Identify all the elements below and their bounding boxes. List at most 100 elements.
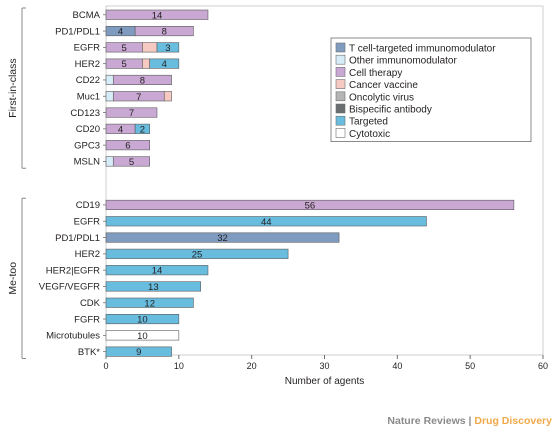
bar-row: 25: [105, 248, 289, 260]
bar-value-label: 3: [165, 43, 170, 54]
category-label: HER2: [75, 249, 100, 260]
category-label: CD19: [76, 200, 100, 211]
bar-value-label: 5: [122, 59, 127, 70]
x-tick-label: 40: [392, 361, 402, 371]
legend-label: Cytotoxic: [349, 129, 390, 140]
bar-segment-other: [105, 91, 114, 102]
legend-label: Oncolytic virus: [349, 92, 414, 103]
x-axis-title: Number of agents: [285, 376, 365, 387]
bar-row: 7: [105, 91, 172, 103]
legend-item: Oncolytic virus: [335, 91, 414, 103]
bar-segment-cell: [134, 25, 194, 37]
category-label: FGFR: [74, 314, 100, 325]
bar-value-label: 2: [140, 124, 145, 135]
category-label: EGFR: [74, 43, 101, 54]
bar-value-label: 8: [162, 27, 167, 38]
legend-label: Bispecific antibody: [349, 105, 432, 116]
bar-value-label: 4: [118, 124, 123, 135]
category-label: CD22: [76, 75, 100, 86]
legend-item: Bispecific antibody: [335, 103, 432, 116]
group-label: Me-too: [7, 262, 19, 295]
x-tick-label: 50: [465, 361, 475, 371]
legend-swatch: [335, 128, 346, 138]
bar-row: 10: [105, 313, 180, 326]
credit-section: Drug Discovery: [474, 415, 552, 427]
bar-segment-targeted: [156, 42, 180, 53]
bar-row: 32: [105, 232, 340, 244]
legend-item: Cancer vaccine: [335, 79, 418, 91]
bar-value-label: 32: [217, 233, 228, 244]
x-tick-label: 0: [103, 361, 108, 371]
bar-segment-vaccine: [163, 91, 172, 102]
bar-row: 14: [105, 9, 209, 21]
legend-label: Targeted: [349, 117, 388, 128]
legend-item: Other immunomodulator: [335, 54, 457, 67]
bar-row: 44: [105, 216, 427, 228]
legend-item: Cell therapy: [335, 67, 402, 79]
x-axis: 0 10 20 30 40 50 60: [103, 355, 548, 371]
bar-row: 12: [105, 297, 194, 309]
bar-row: 8: [105, 74, 172, 87]
x-tick-label: 30: [319, 361, 329, 371]
legend-item: T cell-targeted immunomodulator: [335, 42, 496, 55]
legend-swatch: [335, 54, 346, 65]
legend-swatch: [335, 42, 346, 53]
category-label: CD20: [76, 124, 100, 135]
bar-value-label: 10: [137, 315, 148, 326]
legend-item: Targeted: [335, 115, 388, 128]
bar-value-label: 10: [137, 331, 148, 342]
legend-label: Other immunomodulator: [349, 56, 457, 67]
bar-value-label: 13: [148, 282, 159, 293]
bar-segment-cell: [112, 156, 151, 167]
bar-value-label: 8: [140, 76, 145, 87]
bar-segment-other: [105, 156, 114, 167]
bar-value-label: 44: [261, 217, 272, 228]
bar-value-label: 4: [162, 59, 167, 70]
group-labels: First-in-class Me-too: [7, 7, 26, 359]
category-label: CD123: [70, 108, 100, 119]
category-label: GPC3: [74, 140, 100, 151]
bar-value-label: 5: [129, 157, 134, 168]
bar-row: 10: [105, 330, 180, 342]
bar-value-label: 4: [118, 27, 123, 38]
x-tick-label: 60: [538, 361, 548, 371]
category-label: EGFR: [74, 217, 101, 228]
publication-credit: Nature Reviews | Drug Discovery: [387, 415, 552, 427]
category-label: HER2|EGFR: [46, 265, 100, 276]
category-label: Microtubules: [46, 331, 100, 342]
legend-swatch: [335, 67, 346, 77]
category-label: PD1/PDL1: [55, 26, 100, 37]
legend-swatch: [335, 79, 346, 89]
category-labels: BCMA PD1/PDL1 EGFR HER2 CD22 Muc1 CD123 CD20 GPC…: [39, 10, 106, 358]
category-label: MSLN: [74, 157, 101, 168]
bar-value-label: 25: [192, 249, 203, 260]
x-tick-label: 10: [174, 361, 184, 371]
bar-row: 56: [105, 199, 515, 212]
legend-swatch: [335, 115, 346, 126]
bar-row: 14: [105, 265, 209, 277]
bar-value-label: 6: [125, 141, 130, 152]
bar-value-label: 14: [152, 266, 163, 277]
bar-value-label: 56: [305, 201, 316, 212]
bar-value-label: 5: [122, 43, 127, 54]
bar-segment-other: [105, 74, 114, 85]
category-label: BCMA: [73, 10, 101, 21]
group-label: First-in-class: [7, 58, 19, 118]
legend-label: Cancer vaccine: [349, 80, 418, 91]
legend-swatch: [335, 91, 346, 102]
legend-box: [330, 37, 532, 142]
category-label: Muc1: [77, 92, 100, 103]
legend-label: T cell-targeted immunomodulator: [349, 44, 496, 55]
credit-separator: |: [466, 415, 475, 427]
category-label: PD1/PDL1: [55, 233, 100, 244]
bar-value-label: 12: [144, 298, 155, 309]
category-label: CDK: [80, 298, 101, 309]
category-label: BTK*: [78, 347, 100, 358]
bar-row: 13: [105, 281, 201, 293]
x-tick-label: 20: [247, 361, 257, 371]
